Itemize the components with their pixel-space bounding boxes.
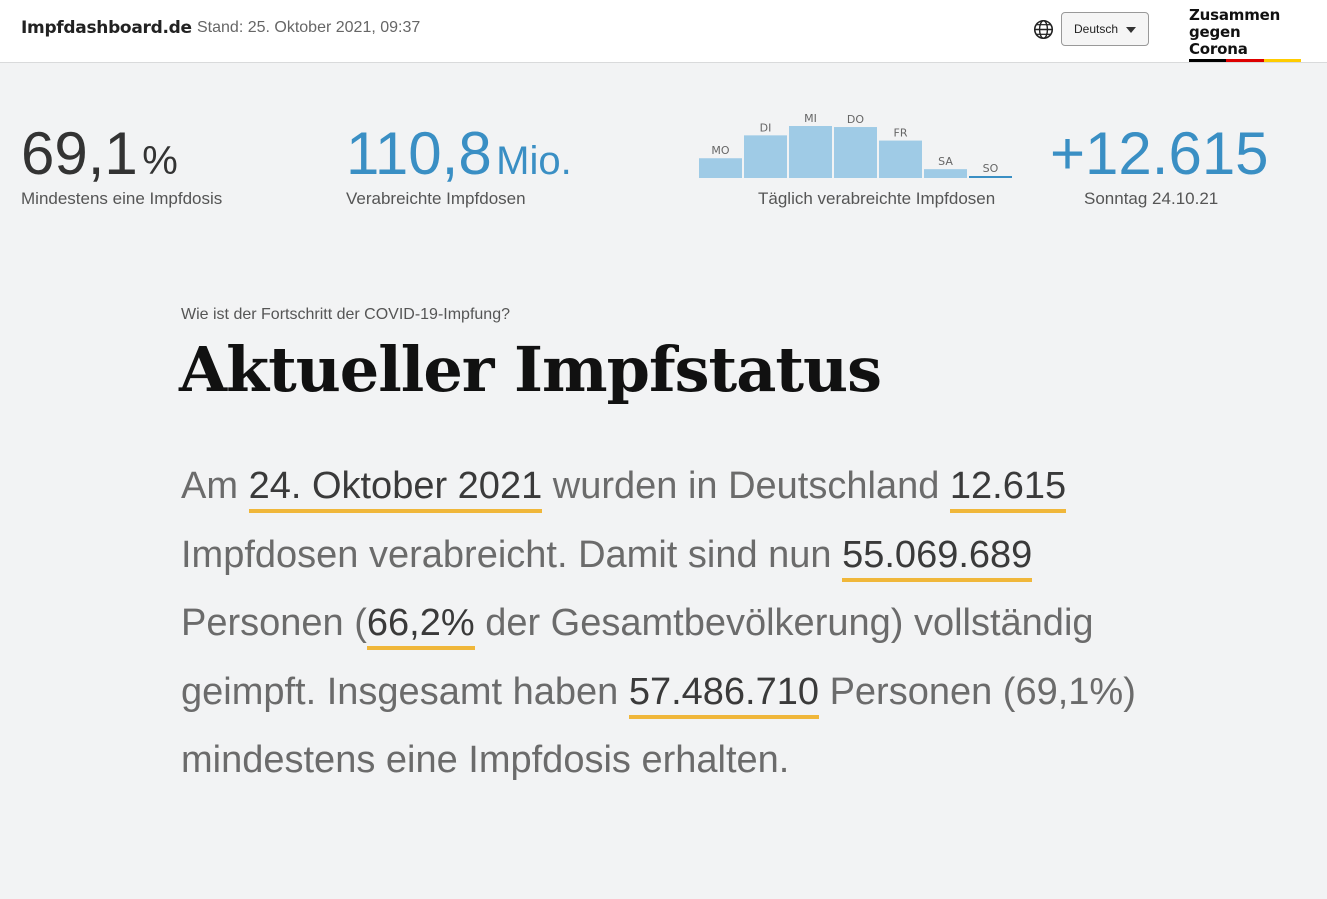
globe-icon[interactable] [1033, 19, 1054, 40]
flag-gold [1263, 59, 1301, 62]
paragraph-text-5: der Gesamtbevölkerung) vollständig geimp… [181, 602, 1094, 713]
bar-mi [789, 126, 832, 178]
bar-label-do: DO [847, 113, 864, 126]
paragraph-text-4: Personen ( [181, 602, 367, 644]
highlight-fully-pct: 66,2% [366, 602, 475, 650]
total-doses-stat: 110,8 Mio. [346, 124, 572, 184]
latest-doses-value: +12.615 [1050, 120, 1269, 187]
first-dose-value: 69,1 [21, 120, 138, 187]
daily-doses-chart: MO DI MI DO FR SA SO [699, 112, 1012, 178]
total-doses-value: 110,8 [346, 120, 492, 187]
flag-black [1189, 59, 1227, 62]
language-select[interactable]: Deutsch [1061, 12, 1149, 46]
bar-label-so: SO [983, 162, 999, 175]
daily-doses-label: Täglich verabreichte Impfdosen [758, 189, 996, 208]
latest-doses-label: Sonntag 24.10.21 [1084, 189, 1219, 208]
logo-line-2: gegen Corona [1189, 23, 1248, 58]
paragraph-text-6: Personen (69,1%) mindestens eine Impfdos… [181, 670, 1136, 782]
bar-label-mi: MI [804, 112, 817, 125]
paragraph-text-2: wurden in Deutschland [542, 465, 950, 507]
bar-label-fr: FR [894, 127, 908, 140]
highlight-first-dose: 57.486.710 [628, 670, 820, 719]
bar-label-sa: SA [938, 155, 953, 168]
bar-di [744, 135, 787, 178]
bar-label-di: DI [760, 121, 772, 134]
first-dose-unit: % [142, 139, 178, 183]
bar-do [834, 127, 877, 178]
logo-line-1: Zusammen [1189, 6, 1281, 24]
highlight-daily-doses: 12.615 [949, 465, 1067, 513]
language-select-value: Deutsch [1074, 22, 1119, 36]
paragraph-text-1: Am [181, 465, 249, 507]
total-doses-unit: Mio. [496, 139, 572, 183]
top-header: Impfdashboard.de Stand: 25. Oktober 2021… [0, 0, 1327, 63]
highlight-date: 24. Oktober 2021 [248, 465, 543, 513]
first-dose-label: Mindestens eine Impfdosis [21, 189, 223, 208]
bar-label-mo: MO [711, 144, 729, 157]
status-paragraph: Am 24. Oktober 2021 wurden in Deutschlan… [181, 452, 1171, 795]
paragraph-text-3: Impfdosen verabreicht. Damit sind nun [181, 533, 843, 576]
zusammen-gegen-corona-logo[interactable]: Zusammen gegen Corona [1189, 7, 1304, 62]
bar-fr [879, 140, 922, 178]
flag-stripe [1189, 59, 1301, 62]
latest-doses-stat: +12.615 [1050, 124, 1269, 184]
section-heading: Aktueller Impfstatus [179, 333, 882, 406]
update-timestamp: Stand: 25. Oktober 2021, 09:37 [197, 19, 421, 36]
chevron-down-icon [1126, 27, 1136, 33]
bar-so [969, 176, 1012, 178]
first-dose-stat: 69,1 % [21, 124, 178, 184]
total-doses-label: Verabreichte Impfdosen [346, 189, 526, 208]
flag-red [1226, 59, 1264, 62]
site-title[interactable]: Impfdashboard.de [21, 18, 192, 38]
section-question: Wie ist der Fortschritt der COVID-19-Imp… [181, 306, 510, 323]
highlight-fully-vaccinated: 55.069.689 [842, 533, 1033, 582]
bar-mo [699, 158, 742, 178]
bar-sa [924, 169, 967, 178]
